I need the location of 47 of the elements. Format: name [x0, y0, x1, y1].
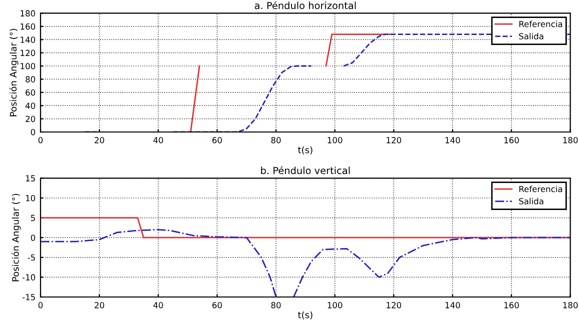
x-tick-label: 180 [563, 137, 578, 144]
x-tick-label: 160 [504, 137, 519, 144]
y-tick-label: -15 [22, 294, 35, 300]
x-tick-label: 0 [38, 137, 43, 144]
y-tick-label: 140 [20, 36, 36, 43]
y-tick-label: 5 [31, 214, 35, 222]
y-tick-label: 10 [26, 194, 36, 202]
legend-label: Referencia [519, 186, 562, 192]
y-tick-label: 0 [30, 234, 36, 241]
x-tick-label: 120 [386, 137, 402, 144]
x-tick-label: 60 [212, 137, 222, 144]
x-tick-label: 40 [153, 137, 164, 144]
y-tick-label: 160 [20, 23, 36, 30]
x-tick-label: 40 [153, 302, 164, 308]
x-tick-label: 120 [386, 302, 402, 308]
x-tick-label: 100 [328, 302, 342, 308]
x-tick-label: 80 [271, 302, 281, 308]
y-tick-label: 0 [30, 128, 36, 136]
x-tick-label: 180 [563, 302, 578, 308]
x-tick-label: 60 [212, 302, 222, 308]
x-tick-label: 140 [446, 302, 460, 308]
legend-label: Salida [519, 198, 544, 204]
y-tick-label: -5 [28, 254, 35, 261]
chart-title: a. Péndulo horizontal [254, 1, 356, 10]
series-label: Salida [519, 32, 544, 40]
y-tick-label: -10 [22, 274, 36, 280]
x-tick-label: 140 [446, 137, 460, 144]
x-tick-label: 160 [504, 302, 519, 308]
x-tick-label: 100 [328, 137, 342, 144]
y-tick-label: 40 [25, 102, 36, 109]
y-axis-title: Posición Angular (°) [9, 28, 18, 116]
x-tick-label: 20 [94, 302, 104, 308]
y-tick-label: 180 [20, 10, 36, 16]
legend-label: Referencia [519, 20, 562, 28]
y-tick-label: 80 [26, 76, 36, 82]
y-tick-label: 120 [20, 50, 36, 56]
y-tick-label: 100 [20, 62, 36, 70]
x-axis-title: t(s) [298, 146, 312, 154]
x-tick-label: 0 [38, 302, 43, 308]
x-axis-title: t(s) [298, 311, 312, 320]
x-tick-label: 80 [271, 137, 281, 144]
y-tick-label: 60 [26, 89, 36, 96]
x-tick-label: 20 [94, 137, 104, 144]
chart-title: b. Péndulo vertical [261, 166, 350, 174]
y-tick-label: 20 [26, 116, 36, 122]
y-tick-label: 15 [26, 175, 35, 182]
y-axis-title: Posición Angular (°) [12, 194, 21, 282]
